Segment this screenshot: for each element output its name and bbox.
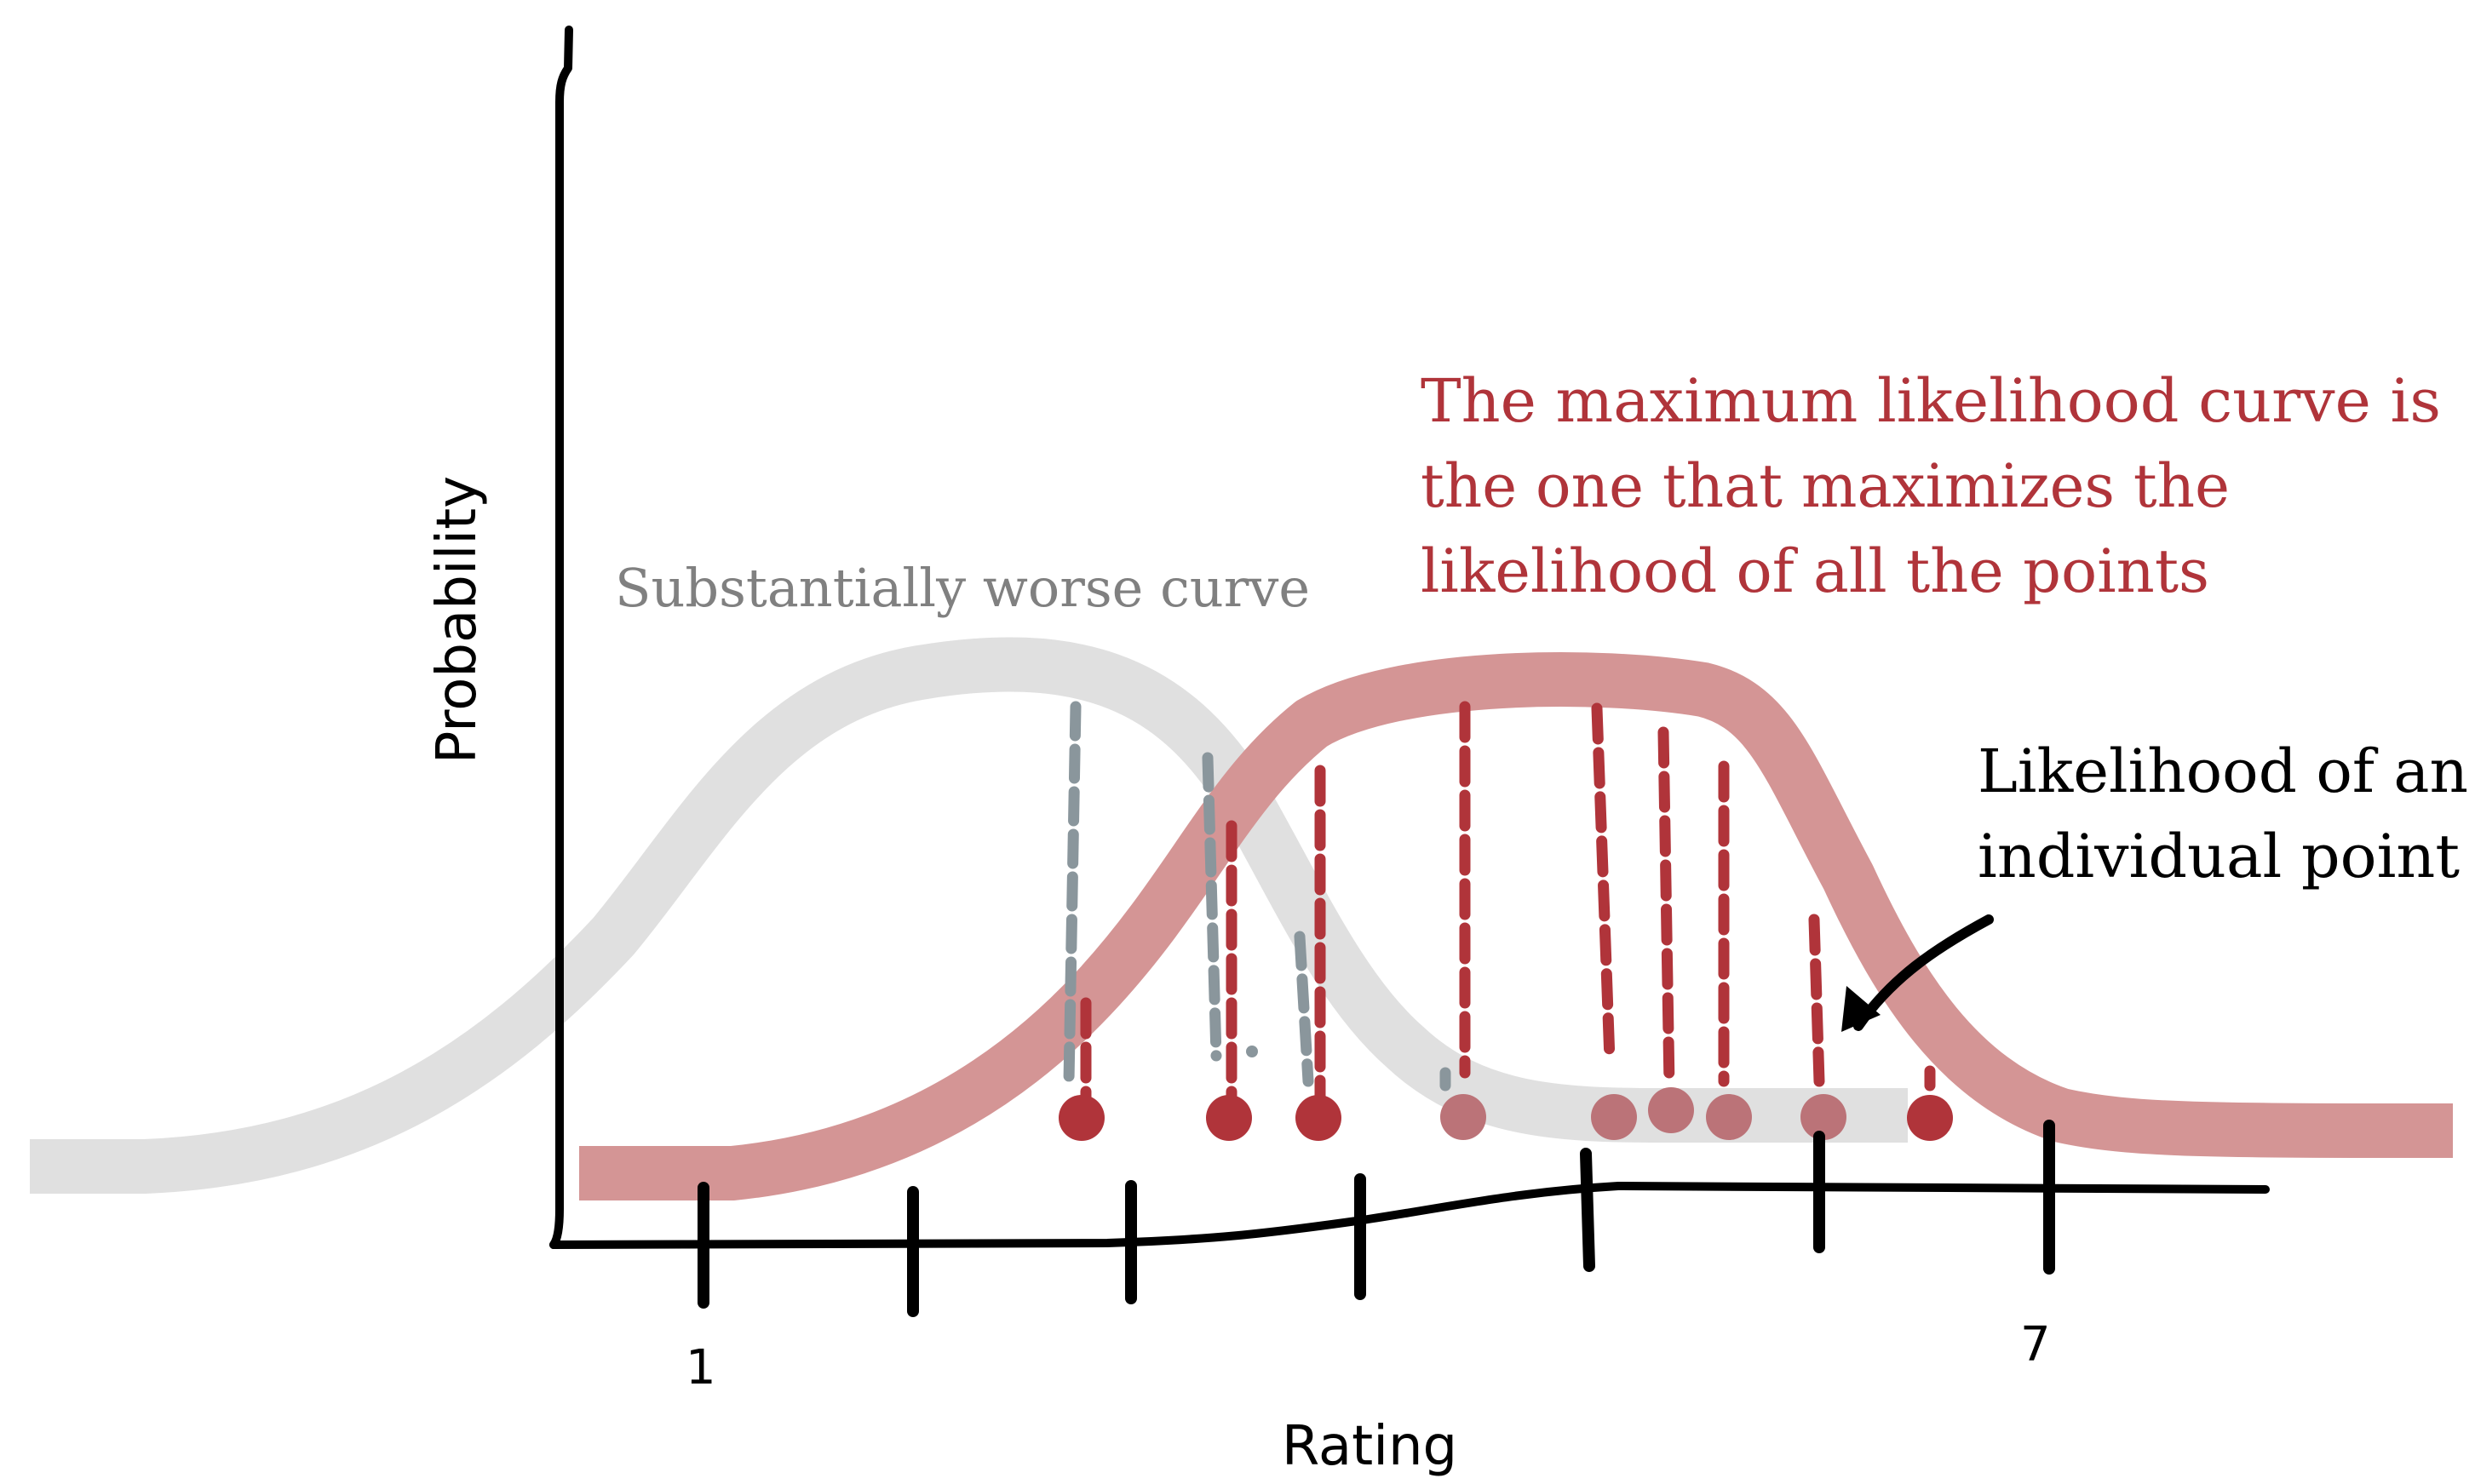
x-ticks	[698, 1120, 2055, 1317]
point-annotation-line: Likelihood of an	[1978, 736, 2468, 806]
data-point	[1206, 1095, 1252, 1141]
tick-label-first: 1	[686, 1340, 716, 1395]
data-point	[1800, 1094, 1846, 1140]
red-dash-lines	[1080, 701, 1936, 1109]
mle-curve	[579, 652, 2454, 1200]
point-annotation-line: individual point	[1978, 822, 2460, 891]
data-points	[1059, 1087, 1953, 1141]
data-point	[1706, 1094, 1752, 1140]
gray-dash-line	[1294, 931, 1314, 1087]
mle-annotation-line: likelihood of all the points	[1421, 536, 2209, 606]
mle-annotation-line: the one that maximizes the	[1421, 451, 2230, 521]
mle-annotation-line: The maximum likelihood curve is	[1421, 366, 2441, 436]
worse-curve	[30, 637, 1908, 1194]
red-dash-line	[1808, 914, 1825, 1087]
gray-dash-line	[1202, 752, 1222, 1062]
mle-annotation: The maximum likelihood curve is the one …	[1421, 366, 2441, 606]
y-axis-label: Probability	[426, 476, 489, 764]
data-point	[1295, 1095, 1341, 1141]
x-axis-label: Rating	[1282, 1415, 1457, 1478]
arrowhead-icon	[1841, 986, 1881, 1032]
y-axis	[549, 26, 573, 1249]
red-dash-line	[1591, 702, 1616, 1066]
data-point	[1440, 1094, 1486, 1140]
x-axis	[549, 1182, 2270, 1249]
gray-dash-line	[1063, 701, 1082, 1087]
point-annotation: Likelihood of an individual point	[1978, 736, 2468, 891]
tick-mark	[1580, 1148, 1595, 1272]
data-point	[1591, 1094, 1637, 1140]
tick-label-last: 7	[2020, 1317, 2051, 1372]
gray-dash-lines	[1063, 701, 1451, 1092]
data-point	[1648, 1087, 1694, 1133]
red-dash-line	[1657, 726, 1675, 1092]
worse-curve-label: Substantially worse curve	[615, 557, 1310, 619]
gray-dot	[1246, 1046, 1258, 1057]
data-point	[1059, 1095, 1105, 1141]
data-point	[1907, 1095, 1953, 1141]
